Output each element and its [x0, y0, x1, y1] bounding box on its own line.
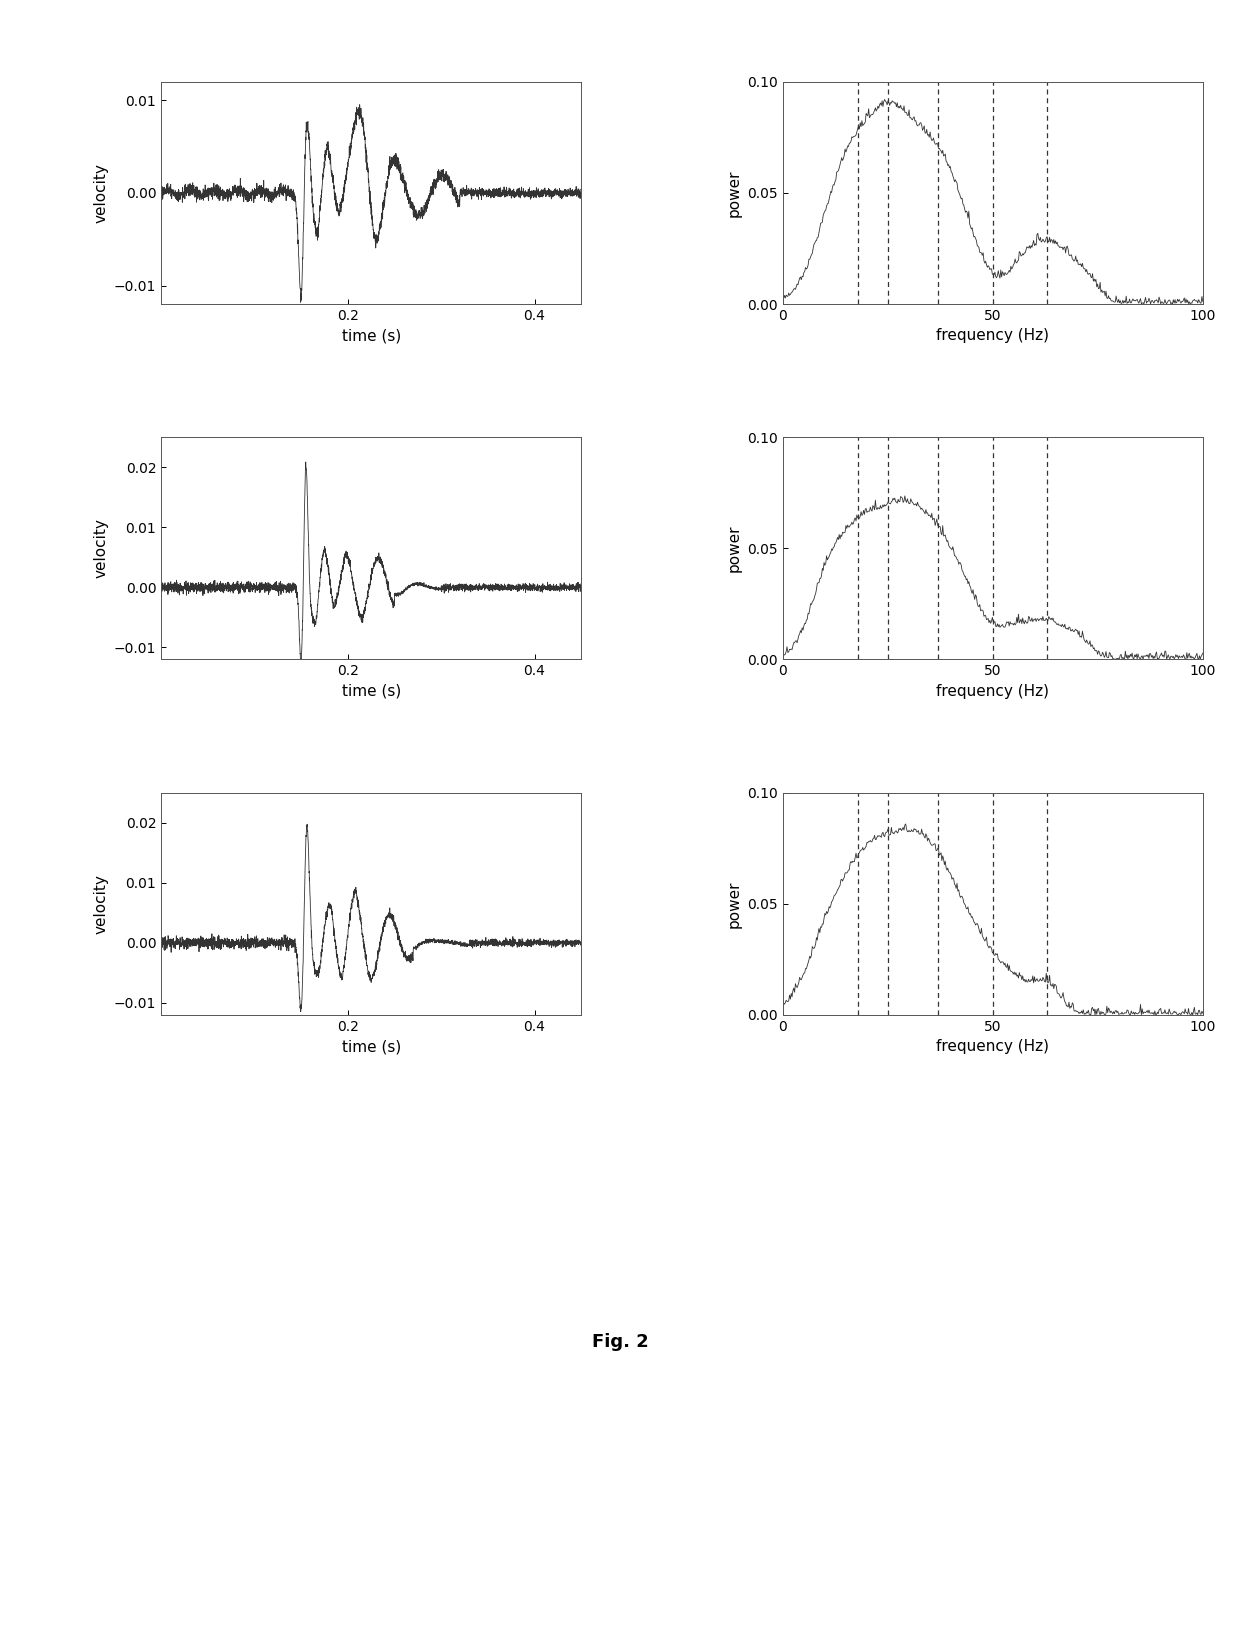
X-axis label: frequency (Hz): frequency (Hz) [936, 684, 1049, 699]
Y-axis label: power: power [727, 881, 742, 928]
Y-axis label: power: power [727, 524, 742, 573]
X-axis label: frequency (Hz): frequency (Hz) [936, 329, 1049, 344]
Y-axis label: power: power [727, 169, 742, 216]
Y-axis label: velocity: velocity [93, 519, 108, 578]
Y-axis label: velocity: velocity [93, 874, 108, 933]
X-axis label: frequency (Hz): frequency (Hz) [936, 1039, 1049, 1054]
X-axis label: time (s): time (s) [341, 329, 401, 344]
Y-axis label: velocity: velocity [93, 164, 108, 223]
X-axis label: time (s): time (s) [341, 1039, 401, 1054]
Text: Fig. 2: Fig. 2 [591, 1334, 649, 1351]
X-axis label: time (s): time (s) [341, 684, 401, 699]
